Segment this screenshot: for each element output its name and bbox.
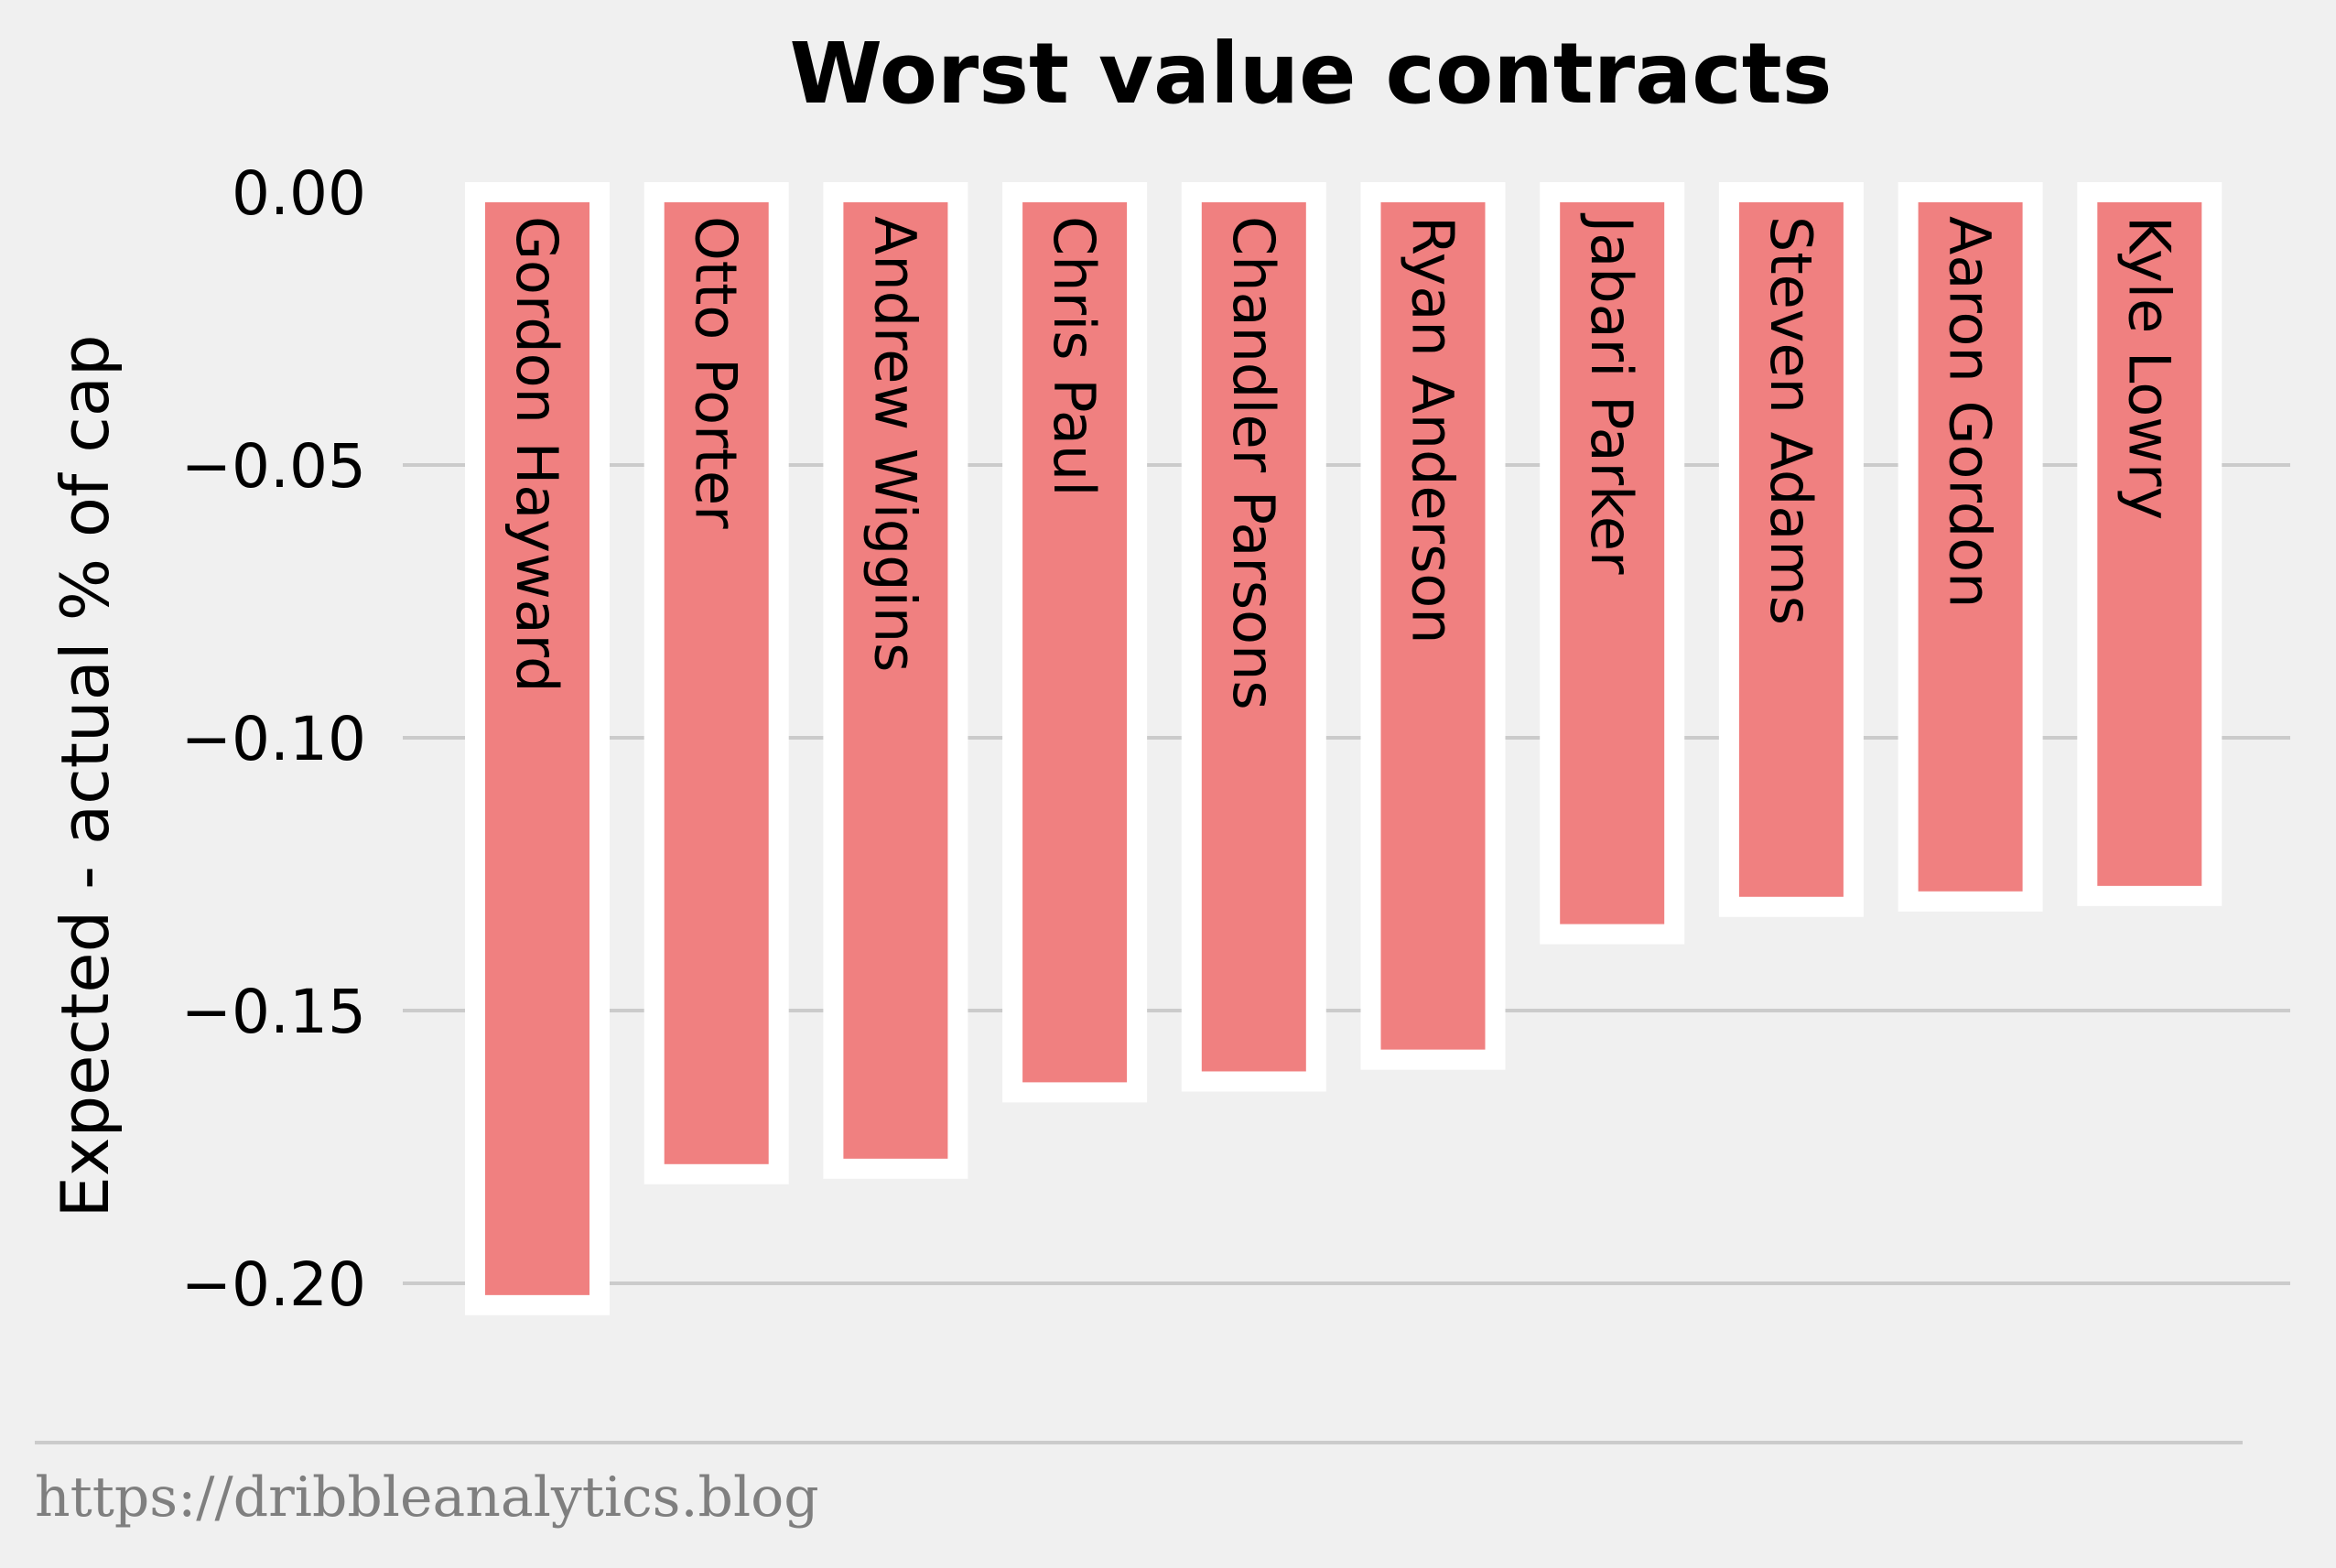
bar	[2077, 182, 2222, 906]
bar	[823, 182, 968, 1179]
bar	[1360, 182, 1506, 1070]
bar-label: Ryan Anderson	[1400, 216, 1466, 644]
y-tick-label: −0.05	[181, 431, 366, 502]
y-axis-label: Expected - actual % of cap	[47, 334, 124, 1217]
bar-label: Chandler Parsons	[1220, 216, 1287, 710]
y-tick-label: −0.20	[181, 1249, 366, 1320]
bar	[1002, 182, 1148, 1103]
y-tick-label: −0.10	[181, 704, 366, 774]
bar	[1181, 182, 1326, 1092]
bar	[643, 182, 789, 1184]
bar	[1718, 182, 1864, 917]
bar	[1540, 182, 1685, 945]
bar	[1898, 182, 2043, 912]
bar	[465, 182, 610, 1315]
bar-label: Jabari Parker	[1578, 212, 1645, 575]
y-axis-ticks: 0.00 −0.05 −0.10 −0.15 −0.20	[181, 158, 366, 1320]
footer-source-url: https://dribbleanalytics.blog	[35, 1465, 819, 1530]
bar-label: Andrew Wiggins	[861, 216, 928, 672]
y-tick-label: 0.00	[232, 158, 366, 229]
bar-label: Chris Paul	[1041, 216, 1108, 496]
chart-title: Worst value contracts	[790, 25, 1833, 123]
bar-label: Aaron Gordon	[1937, 216, 2004, 608]
bar-labels: Gordon Hayward Otto Porter Andrew Wiggins C…	[503, 212, 2182, 710]
bar-label: Otto Porter	[683, 216, 750, 529]
bars	[465, 182, 2222, 1315]
y-tick-label: −0.15	[181, 977, 366, 1047]
bar-label: Steven Adams	[1757, 216, 1824, 625]
bar-label: Kyle Lowry	[2115, 216, 2182, 520]
bar-label: Gordon Hayward	[503, 216, 570, 692]
